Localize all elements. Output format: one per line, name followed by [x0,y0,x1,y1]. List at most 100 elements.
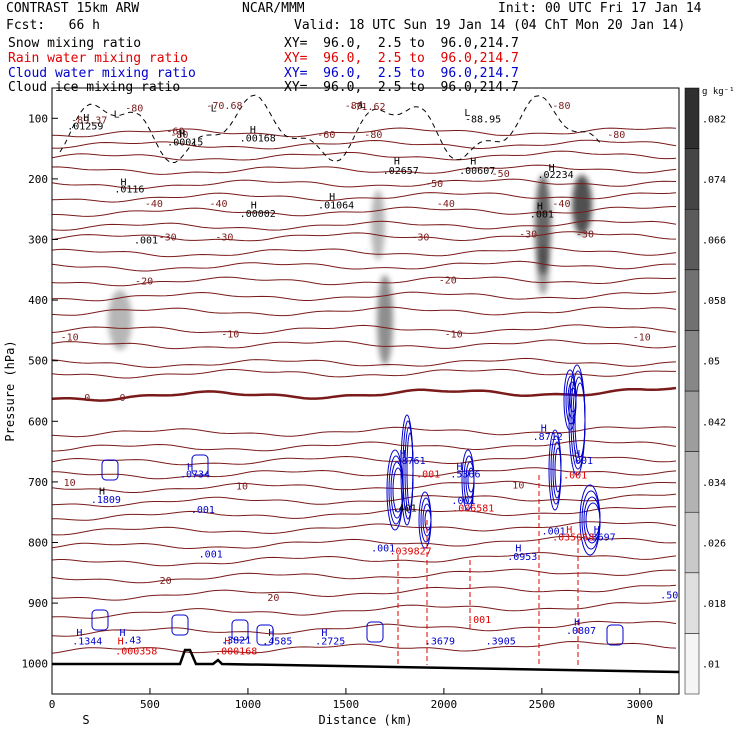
extremum-label: H [574,617,580,628]
isotherm-label: -60 [166,126,184,137]
cloud-water-contour [554,447,562,493]
isotherm-line [51,600,677,619]
isotherm-label: -20 [135,277,153,288]
extremum-label: H [566,525,572,536]
extremum-label: .3905 [486,637,516,648]
isotherm-line [51,178,677,190]
isotherm-line [51,467,677,480]
isotherm-line [51,480,677,493]
colorbar-label: .05 [702,357,720,368]
isotherm-label: -80 [552,101,570,112]
cloud-water-contour [91,609,109,631]
colorbar-segment [684,148,700,210]
x-tick-label: 500 [140,698,160,711]
isotherm-label: -89.37 [71,116,107,127]
extremum-label: .001 [467,615,491,626]
extremum-label: .006581 [452,503,494,514]
isotherm-line [51,220,677,231]
isotherm-line [51,127,677,138]
extremum-label: .039827 [389,546,431,557]
colorbar-segment [684,633,700,695]
extremum-label: .50 [660,591,678,602]
isotherm-label: -10 [61,332,79,343]
y-tick-label: 300 [28,234,48,247]
field-snow-label: Snow mixing ratio [8,36,142,51]
isotherm-label: -20 [439,275,457,286]
colorbar-label: .058 [702,296,726,307]
field-snow-xy: XY= 96.0, 2.5 to 96.0,214.7 [284,36,519,51]
extremum-label: .001 [371,543,395,554]
y-tick-label: 600 [28,415,48,428]
isotherm-label: -80 [607,130,625,141]
field-cloudwater-xy: XY= 96.0, 2.5 to 96.0,214.7 [284,66,519,81]
isotherm-label: -30 [159,232,177,243]
y-tick-label: 800 [28,537,48,550]
extremum-label: .001 [199,549,223,560]
colorbar-segment [684,269,700,331]
extremum-label: .001 [134,236,158,247]
endpoint-right-label: N [656,713,663,727]
isotherm-line [51,440,677,452]
isotherm-label: 20 [267,593,279,604]
extremum-label: H [457,462,463,473]
extremum-label: .01259 [67,122,103,133]
snow-shading [371,190,385,260]
extremum-label: H [121,177,127,188]
isotherm-label: 20 [160,576,172,587]
isotherm-line [51,339,677,350]
extremum-label: L [464,108,470,119]
y-tick-label: 900 [28,597,48,610]
model-title: CONTRAST 15km ARW [6,1,140,16]
snow-shading [572,175,592,235]
extremum-label: .001 [451,496,475,507]
extremum-label: .000358 [115,646,157,657]
extremum-label: .8712 [533,432,563,443]
isotherm-label: -40 [145,199,163,210]
isotherm-line [51,535,677,550]
isotherm-label: -80 [364,130,382,141]
isotherm-line [51,368,676,379]
cloud-water-contour [101,459,119,481]
extremum-label: .00607 [459,166,495,177]
extremum-label: .001 [563,471,587,482]
extremum-label: .001 [530,209,554,220]
extremum-label: .5366 [450,469,480,480]
x-tick-label: 3000 [627,698,654,711]
extremum-label: H [179,129,185,140]
isotherm-line [51,552,677,567]
extremum-label: .02234 [537,170,573,181]
isotherm-line [51,276,677,287]
extremum-label: .1809 [91,495,121,506]
extremum-label: H [120,628,126,639]
isotherm-label: -70.68 [206,101,242,112]
isotherm-line [51,306,677,317]
extremum-label: -88.95 [465,114,501,125]
isotherm-line [52,506,676,521]
y-axis-label: Pressure (hPa) [3,340,17,441]
isotherm-label: 10 [64,478,76,489]
isotherm-line [51,454,677,466]
colorbar-segment [684,330,700,392]
colorbar-label: .074 [702,175,726,186]
cloud-water-contour [171,614,189,636]
forecast-hour: Fcst: 66 h [6,18,100,33]
isotherm-label: 10 [512,480,524,491]
isotherm-label: -40 [210,199,228,210]
isotherm-line [52,206,677,217]
organization: NCAR/MMM [242,1,305,16]
cloud-water-contour [467,467,475,493]
y-tick-label: 200 [28,173,48,186]
colorbar-segment [684,451,700,513]
isotherm-label: 0 [84,393,90,404]
isotherm-label: -30 [576,229,594,240]
cloud-water-contour [424,509,432,531]
extremum-label: .000168 [215,646,257,657]
isotherm-line [51,291,677,302]
extremum-label: .0953 [507,552,537,563]
extremum-label: .00002 [240,209,276,220]
isotherm-label: -60 [317,130,335,141]
isotherm-line [51,246,677,258]
isotherm-label: -10 [445,329,463,340]
extremum-label: .001 [569,456,593,467]
extremum-label: H [251,200,257,211]
